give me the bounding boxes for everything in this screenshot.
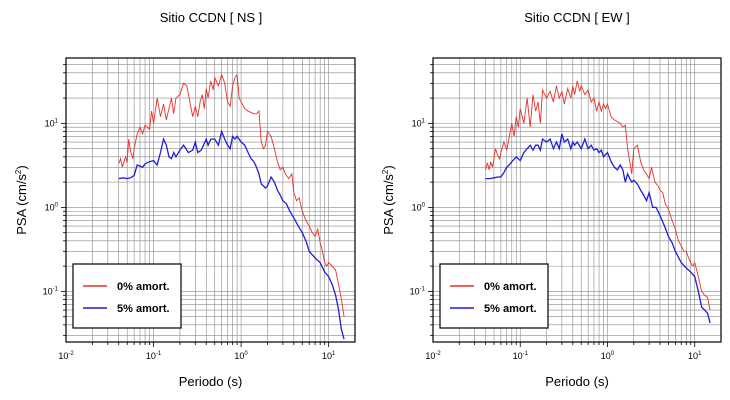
legend-box bbox=[439, 263, 549, 329]
y-tick-label: 101 bbox=[412, 118, 426, 128]
legend-label: 0% amort. bbox=[484, 281, 537, 293]
y-tick-label: 101 bbox=[45, 118, 59, 128]
chart-panel-ew: Sitio CCDN [ EW ] 10-2 10-1 100 101 10-1 100 10… bbox=[381, 10, 722, 389]
legend-label: 5% amort. bbox=[117, 303, 170, 315]
x-tick-label: 10-2 bbox=[425, 351, 441, 361]
series-line-undamped bbox=[485, 80, 711, 311]
y-tick-label: 10-1 bbox=[43, 286, 59, 296]
legend-box bbox=[72, 263, 182, 329]
chart-title: Sitio CCDN [ EW ] bbox=[524, 10, 629, 25]
x-tick-label: 10-1 bbox=[146, 351, 162, 361]
x-tick-label: 10-1 bbox=[513, 351, 529, 361]
legend-label: 5% amort. bbox=[484, 303, 537, 315]
plot-frame bbox=[432, 57, 722, 343]
y-axis-label: PSA (cm/s2) bbox=[381, 165, 396, 234]
legend: 0% amort. 5% amort. bbox=[72, 263, 182, 329]
x-tick-label: 10-2 bbox=[58, 351, 74, 361]
x-axis-label: Periodo (s) bbox=[179, 374, 243, 389]
y-tick-label: 100 bbox=[412, 202, 426, 212]
x-tick-label: 101 bbox=[322, 351, 336, 361]
series-line-damped bbox=[118, 129, 345, 340]
plot-frame bbox=[65, 57, 356, 343]
chart-title: Sitio CCDN [ NS ] bbox=[160, 10, 263, 25]
chart-panel-ns: Sitio CCDN [ NS ] 10-2 10-1 100 101 10-1 100 10… bbox=[14, 10, 356, 389]
y-tick-label: 100 bbox=[45, 202, 59, 212]
legend-label: 0% amort. bbox=[117, 281, 170, 293]
series-line-damped bbox=[485, 133, 711, 324]
x-axis-label: Periodo (s) bbox=[545, 374, 609, 389]
legend: 0% amort. 5% amort. bbox=[439, 263, 549, 329]
x-tick-label: 100 bbox=[601, 351, 615, 361]
x-tick-label: 100 bbox=[234, 351, 248, 361]
grid bbox=[66, 58, 355, 342]
series-line-undamped bbox=[118, 73, 345, 317]
x-tick-label: 101 bbox=[688, 351, 702, 361]
y-tick-label: 10-1 bbox=[410, 286, 426, 296]
y-axis-label: PSA (cm/s2) bbox=[14, 165, 29, 234]
